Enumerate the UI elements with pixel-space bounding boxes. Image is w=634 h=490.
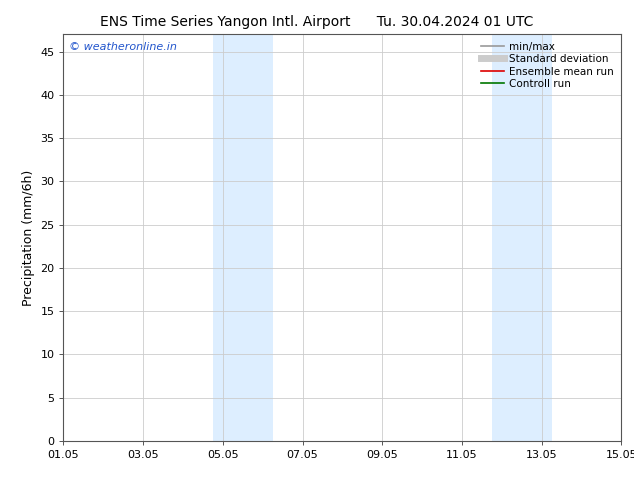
Text: © weatheronline.in: © weatheronline.in bbox=[69, 43, 177, 52]
Y-axis label: Precipitation (mm/6h): Precipitation (mm/6h) bbox=[22, 170, 35, 306]
Bar bbox=[492, 34, 522, 441]
Text: ENS Time Series Yangon Intl. Airport      Tu. 30.04.2024 01 UTC: ENS Time Series Yangon Intl. Airport Tu.… bbox=[100, 15, 534, 29]
Bar bbox=[522, 34, 552, 441]
Bar bbox=[213, 34, 243, 441]
Legend: min/max, Standard deviation, Ensemble mean run, Controll run: min/max, Standard deviation, Ensemble me… bbox=[479, 40, 616, 92]
Bar bbox=[243, 34, 273, 441]
